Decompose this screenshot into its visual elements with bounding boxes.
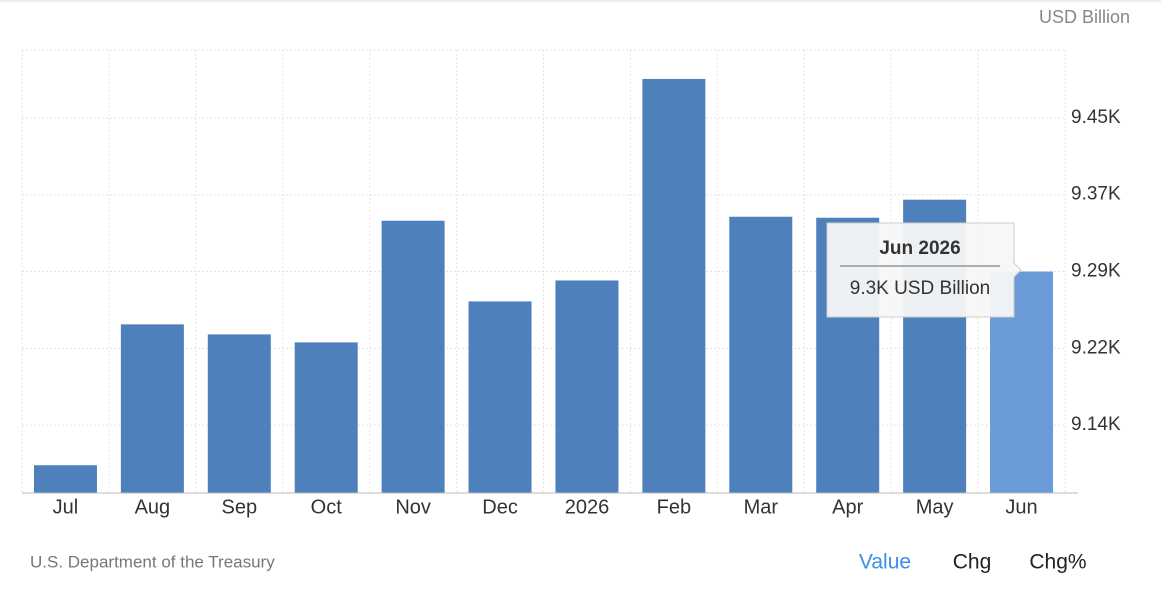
x-tick-label: Nov: [395, 496, 431, 518]
x-tick-label: Apr: [832, 496, 863, 518]
unit-label: USD Billion: [1039, 7, 1130, 27]
bar: [381, 220, 445, 493]
bar: [642, 78, 706, 493]
x-tick-label: Oct: [311, 496, 343, 518]
y-tick-label: 9.14K: [1071, 414, 1121, 435]
y-tick-label: 9.22K: [1071, 337, 1121, 358]
bar: [207, 334, 271, 493]
tooltip-title: Jun 2026: [879, 238, 960, 259]
tab[interactable]: Chg: [953, 551, 992, 574]
y-tick-label: 9.37K: [1071, 184, 1121, 205]
x-tick-label: Mar: [744, 496, 779, 518]
x-tick-label: Sep: [221, 496, 257, 518]
tooltip-text: 9.3K USD Billion: [850, 278, 990, 299]
x-tick-label: May: [916, 496, 954, 518]
bar: [468, 301, 532, 493]
x-tick-label: Jun: [1005, 496, 1037, 518]
source: U.S. Department of the Treasury: [30, 552, 275, 571]
bar: [294, 342, 358, 493]
bar: [120, 324, 184, 493]
tab[interactable]: Value: [859, 551, 911, 574]
x-tick-label: Feb: [657, 496, 691, 518]
x-tick-label: Aug: [135, 496, 171, 518]
x-tick-label: 2026: [565, 496, 610, 518]
x-tick-label: Jul: [53, 496, 79, 518]
bar: [33, 465, 97, 493]
bar: [555, 280, 619, 493]
y-tick-label: 9.45K: [1071, 107, 1121, 128]
tooltip: Jun 2026 9.3K USD Billion: [826, 222, 1022, 318]
tab[interactable]: Chg%: [1029, 551, 1086, 574]
bar: [729, 216, 793, 493]
y-tick-label: 9.29K: [1071, 261, 1121, 282]
x-tick-label: Dec: [482, 496, 518, 518]
tooltip-box: [826, 222, 1022, 318]
